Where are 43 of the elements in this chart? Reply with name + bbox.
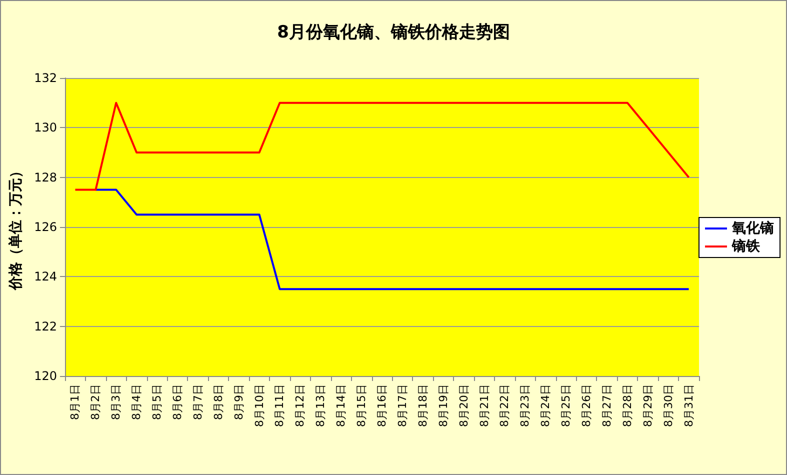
x-tick-label: 8月1日 bbox=[68, 384, 82, 420]
x-tick-label: 8月29日 bbox=[641, 384, 654, 427]
y-tick-label: 126 bbox=[34, 220, 57, 234]
y-tick-label: 124 bbox=[34, 270, 57, 284]
y-tick-label: 132 bbox=[34, 71, 57, 85]
x-tick-label: 8月18日 bbox=[416, 384, 430, 427]
x-tick-label: 8月22日 bbox=[498, 384, 512, 427]
x-tick-label: 8月19日 bbox=[436, 384, 450, 427]
x-tick-label: 8月21日 bbox=[478, 384, 491, 427]
x-tick-label: 8月13日 bbox=[314, 384, 328, 427]
x-tick-label: 8月14日 bbox=[334, 384, 348, 427]
chart-title: 8月份氧化镝、镝铁价格走势图 bbox=[277, 22, 510, 42]
x-tick-label: 8月9日 bbox=[232, 384, 246, 420]
x-tick-label: 8月24日 bbox=[539, 384, 552, 427]
x-tick-label: 8月20日 bbox=[457, 384, 470, 427]
x-tick-label: 8月26日 bbox=[580, 384, 594, 427]
y-tick-label: 122 bbox=[34, 319, 57, 334]
x-tick-label: 8月12日 bbox=[294, 384, 307, 427]
x-tick-label: 8月30日 bbox=[662, 384, 675, 427]
legend-label: 镝铁 bbox=[731, 238, 761, 254]
x-tick-label: 8月28日 bbox=[620, 384, 634, 427]
x-tick-label: 8月16日 bbox=[376, 384, 388, 427]
y-tick-label: 128 bbox=[34, 170, 57, 184]
y-tick-label: 130 bbox=[34, 120, 57, 135]
x-tick-label: 8月15日 bbox=[355, 384, 368, 427]
line-series bbox=[74, 102, 690, 191]
x-tick-label: 8月3日 bbox=[110, 384, 123, 420]
x-tick-label: 8月31日 bbox=[682, 384, 696, 427]
y-tick-label: 120 bbox=[34, 369, 57, 383]
x-tick-label: 8月17日 bbox=[396, 384, 409, 427]
x-tick-label: 8月6日 bbox=[170, 384, 184, 420]
x-tick-label: 8月8日 bbox=[212, 384, 225, 420]
x-tick-label: 8月27日 bbox=[600, 384, 614, 427]
legend-label: 氧化镝 bbox=[731, 220, 774, 236]
x-tick-label: 8月2日 bbox=[89, 384, 102, 420]
x-tick-label: 8月11日 bbox=[273, 384, 286, 427]
x-tick-label: 8月7日 bbox=[191, 384, 204, 420]
x-tick-label: 8月5日 bbox=[150, 384, 164, 420]
x-tick-label: 8月4日 bbox=[130, 384, 144, 420]
x-tick-label: 8月25日 bbox=[560, 384, 573, 427]
x-tick-label: 8月10日 bbox=[252, 384, 266, 427]
y-axis-title: 价格（单位：万元） bbox=[8, 164, 24, 291]
x-tick-label: 8月23日 bbox=[518, 384, 532, 427]
